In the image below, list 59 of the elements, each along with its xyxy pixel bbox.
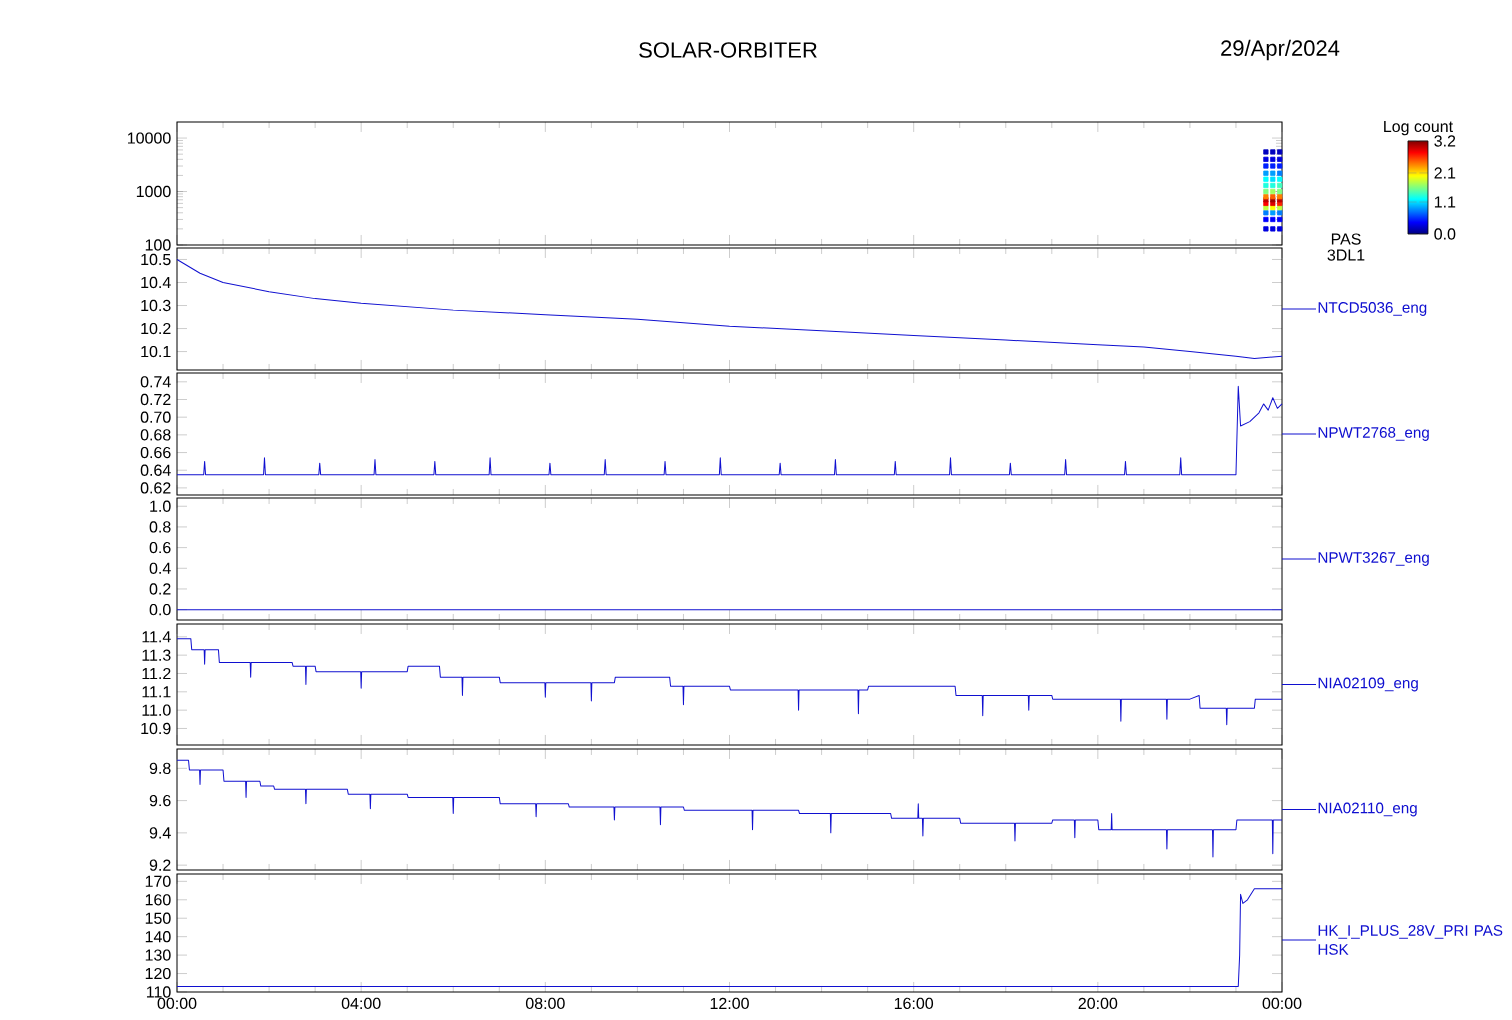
y-tick-label: 10.9	[141, 722, 171, 735]
legend-label: HK_I_PLUS_28V_PRI PAS HSK	[1318, 925, 1503, 955]
y-tick-label: 10.5	[141, 253, 171, 266]
y-tick-label: 11.4	[142, 631, 171, 643]
y-tick-label: 100	[145, 239, 171, 251]
y-tick-label: 10.2	[141, 322, 171, 335]
x-tick-label: 00:00	[157, 997, 197, 1010]
y-tick-label: 11.2	[142, 667, 171, 680]
text: PAS 3DL1	[1327, 233, 1365, 261]
color-bar-label: 0.0	[1434, 228, 1456, 240]
y-tick-label: 0.70	[140, 411, 171, 423]
y-tick-label: 10000	[128, 132, 171, 144]
y-tick-label: 1000	[136, 185, 171, 198]
y-tick-label: 11.1	[142, 686, 171, 698]
y-tick-label: 10.4	[141, 276, 171, 289]
x-tick-label: 04:00	[341, 997, 381, 1010]
x-tick-label: 00:00	[1262, 997, 1302, 1010]
y-tick-label: 9.6	[149, 794, 171, 807]
y-tick-label: 10.1	[141, 345, 171, 358]
y-tick-label: 0.0	[149, 603, 171, 616]
y-tick-label: 0.74	[140, 376, 171, 388]
color-bar-label: 1.1	[1434, 196, 1456, 208]
y-tick-label: 130	[145, 949, 171, 961]
y-tick-label: 0.2	[149, 583, 171, 595]
y-tick-label: 9.2	[149, 859, 171, 871]
legend-label: NPWT3267_eng	[1318, 552, 1429, 566]
legend-label: NIA02109_eng	[1318, 677, 1418, 692]
y-tick-label: 110	[146, 986, 171, 998]
y-tick-label: 150	[145, 912, 171, 924]
y-tick-label: 10.3	[141, 299, 171, 312]
y-tick-label: 170	[145, 875, 171, 888]
color-bar-title: Log count	[1384, 120, 1453, 136]
y-tick-label: 120	[145, 967, 171, 980]
x-tick-label: 08:00	[525, 997, 565, 1010]
legend-label: NPWT2768_eng	[1318, 427, 1429, 441]
y-tick-label: 160	[145, 894, 171, 906]
y-tick-label: 1.0	[150, 500, 171, 512]
color-bar-label: 3.2	[1434, 135, 1456, 147]
legend-label: NIA02110_eng	[1318, 802, 1417, 817]
y-tick-label: 11.0	[142, 704, 171, 716]
chart-subtitle: 29/Apr/2024	[1221, 39, 1340, 61]
y-tick-label: 0.4	[149, 562, 171, 574]
y-tick-label: 0.68	[140, 429, 171, 441]
y-tick-label: 0.8	[149, 521, 171, 533]
y-tick-label: 140	[145, 931, 171, 943]
x-tick-label: 16:00	[894, 997, 934, 1010]
x-tick-label: 20:00	[1078, 997, 1118, 1010]
y-tick-label: 9.8	[149, 762, 171, 774]
color-bar-label: 2.1	[1434, 167, 1456, 179]
chart-title: SOLAR-ORBITER	[639, 42, 817, 58]
x-tick-label: 12:00	[710, 997, 749, 1010]
y-tick-label: 0.62	[140, 482, 171, 494]
y-tick-label: 0.6	[149, 541, 171, 554]
y-tick-label: 0.72	[140, 393, 171, 406]
y-tick-label: 11.3	[142, 649, 171, 661]
legend-label: NTCD5036_eng	[1318, 302, 1427, 316]
y-tick-label: 0.64	[140, 464, 171, 476]
y-tick-label: 9.4	[149, 827, 171, 839]
y-tick-label: 0.66	[140, 446, 171, 459]
